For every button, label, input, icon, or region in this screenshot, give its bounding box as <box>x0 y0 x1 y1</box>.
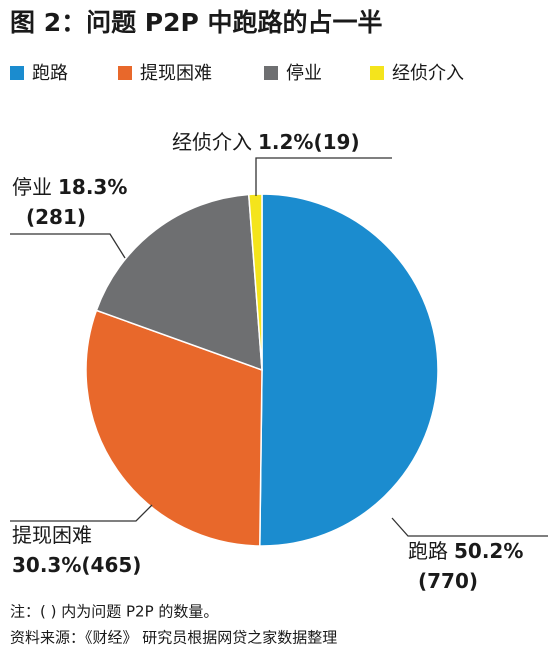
note: 注：( ) 内为问题 P2P 的数量。 <box>10 603 218 621</box>
pie-slice <box>95 193 263 372</box>
legend-swatch <box>264 66 278 80</box>
data-label-part: 50.2% <box>454 539 523 563</box>
leader-line <box>10 233 126 259</box>
data-label-part: 18.3% <box>58 175 127 199</box>
data-label-part: (465) <box>81 553 141 577</box>
data-label-part: 1.2% <box>258 130 313 154</box>
leader-line <box>391 517 548 537</box>
pie-slice <box>85 309 263 547</box>
data-label: 停业 18.3% <box>12 175 127 199</box>
data-label-part: 停业 <box>12 175 52 199</box>
data-label: 跑路 50.2% <box>408 539 523 563</box>
legend-swatch <box>370 66 384 80</box>
leader-line <box>10 504 153 522</box>
data-label-part: (281) <box>26 205 86 229</box>
data-label: 经侦介入 1.2%(19) <box>172 130 360 154</box>
data-label-part: (19) <box>313 130 359 154</box>
pie-slice <box>259 193 439 547</box>
data-label: (770) <box>418 569 478 593</box>
data-label: 30.3%(465) <box>12 553 141 577</box>
chart-title: 图 2：问题 P2P 中跑路的占一半 <box>10 8 383 37</box>
data-label-part: 30.3% <box>12 553 81 577</box>
legend-label: 跑路 <box>32 63 68 84</box>
data-label-part: 提现困难 <box>12 523 92 547</box>
legend-label: 停业 <box>286 63 322 84</box>
source: 资料来源：《财经》 研究员根据网贷之家数据整理 <box>10 629 337 647</box>
data-label: (281) <box>26 205 86 229</box>
data-label-part: 跑路 <box>408 539 448 563</box>
legend-swatch <box>118 66 132 80</box>
legend-swatch <box>10 66 24 80</box>
data-label-part: (770) <box>418 569 478 593</box>
legend-label: 提现困难 <box>140 63 212 84</box>
legend-label: 经侦介入 <box>392 63 464 84</box>
data-label-part: 经侦介入 <box>172 130 252 154</box>
leader-line <box>255 157 392 196</box>
data-label: 提现困难 <box>12 523 92 547</box>
